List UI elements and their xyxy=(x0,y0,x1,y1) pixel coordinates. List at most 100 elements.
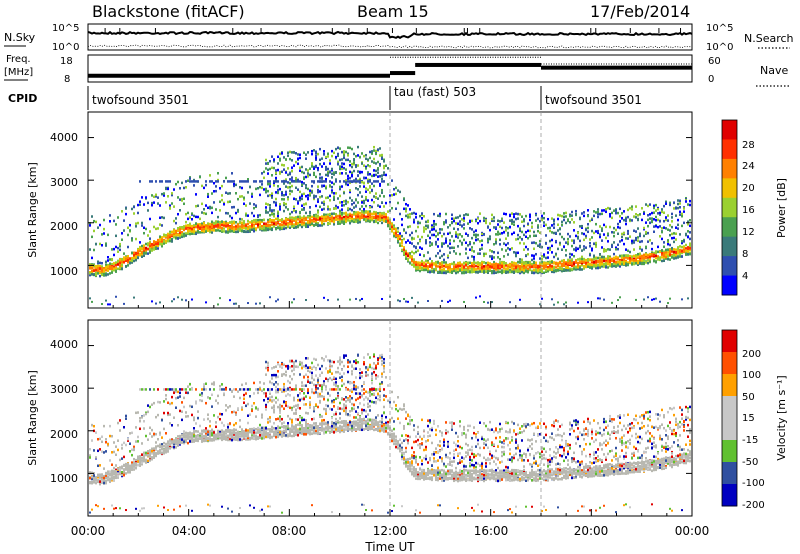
scatter-cell xyxy=(657,218,659,222)
scatter-cell xyxy=(419,264,421,267)
scatter-cell xyxy=(193,228,195,232)
scatter-cell xyxy=(389,194,391,197)
scatter-cell xyxy=(109,471,111,475)
scatter-cell xyxy=(259,227,261,230)
scatter-cell xyxy=(107,267,109,270)
scatter-cell xyxy=(295,160,297,164)
scatter-cell xyxy=(265,187,267,191)
scatter-cell xyxy=(367,158,369,161)
scatter-cell xyxy=(183,202,185,206)
scatter-cell xyxy=(295,177,297,180)
scatter-cell xyxy=(607,266,609,269)
scatter-cell xyxy=(455,263,457,267)
scatter-cell xyxy=(639,257,641,260)
scatter-cell xyxy=(169,204,171,207)
scatter-cell xyxy=(565,268,567,272)
scatter-cell xyxy=(185,232,187,235)
scatter-cell xyxy=(331,189,333,192)
scatter-cell xyxy=(557,268,559,272)
scatter-cell xyxy=(103,451,105,454)
scatter-cell xyxy=(447,263,449,267)
scatter-cell xyxy=(611,259,613,263)
scatter-cell xyxy=(353,180,355,183)
scatter-cell xyxy=(185,186,187,189)
scatter-cell xyxy=(131,431,133,435)
scatter-cell xyxy=(367,199,369,202)
scatter-cell xyxy=(195,231,197,235)
scatter-cell xyxy=(337,218,339,221)
scatter-cell xyxy=(171,233,173,236)
scatter-cell xyxy=(197,224,199,228)
scatter-cell xyxy=(469,220,471,224)
scatter-cell xyxy=(353,201,355,205)
scatter-cell xyxy=(345,202,347,206)
scatter-cell xyxy=(379,205,381,208)
scatter-cell xyxy=(351,219,353,223)
scatter-cell xyxy=(233,302,235,305)
scatter-cell xyxy=(575,212,577,216)
scatter-cell xyxy=(673,236,675,240)
scatter-cell xyxy=(599,252,601,256)
scatter-cell xyxy=(267,220,269,224)
scatter-cell xyxy=(321,185,323,188)
scatter-cell xyxy=(673,201,675,204)
scatter-cell xyxy=(343,218,345,221)
scatter-cell xyxy=(357,170,359,173)
cpid-segment-3: twofsound 3501 xyxy=(545,93,642,107)
scatter-cell xyxy=(301,223,303,226)
scatter-cell xyxy=(639,213,641,216)
scatter-cell xyxy=(473,266,475,270)
scatter-cell xyxy=(581,260,583,263)
scatter-cell xyxy=(127,468,129,472)
scatter-cell xyxy=(149,240,151,244)
scatter-cell xyxy=(535,263,537,266)
scatter-cell xyxy=(221,222,223,225)
scatter-cell xyxy=(293,298,295,301)
scatter-cell xyxy=(445,221,447,224)
scatter-cell xyxy=(515,263,517,267)
scatter-cell xyxy=(603,233,605,236)
scatter-cell xyxy=(617,211,619,215)
scatter-cell xyxy=(499,220,501,223)
scatter-cell xyxy=(345,168,347,171)
scatter-cell xyxy=(303,171,305,175)
scatter-cell xyxy=(411,212,413,215)
scatter-cell xyxy=(149,249,151,252)
scatter-cell xyxy=(89,447,91,451)
scatter-cell xyxy=(243,220,245,223)
scatter-cell xyxy=(331,185,333,189)
scatter-cell xyxy=(349,160,351,163)
scatter-cell xyxy=(509,263,511,267)
scatter-cell xyxy=(509,214,511,218)
scatter-cell xyxy=(365,176,367,180)
scatter-cell xyxy=(453,250,455,253)
scatter-cell xyxy=(337,215,339,218)
scatter-cell xyxy=(247,191,249,194)
scatter-cell xyxy=(221,198,223,202)
power-ylabel: Slant Range [km] xyxy=(26,162,39,258)
scatter-cell xyxy=(615,260,617,264)
scatter-cell xyxy=(205,204,207,207)
scatter-cell xyxy=(459,252,461,256)
scatter-cell xyxy=(533,257,535,260)
scatter-cell xyxy=(425,239,427,242)
scatter-cell xyxy=(561,262,563,266)
scatter-cell xyxy=(121,470,123,474)
scatter-cell xyxy=(261,229,263,232)
scatter-cell xyxy=(271,192,273,195)
scatter-cell xyxy=(153,195,155,199)
freq-left-tick-top: 18 xyxy=(60,56,73,67)
scatter-cell xyxy=(501,248,503,251)
scatter-cell xyxy=(569,214,571,218)
scatter-cell xyxy=(133,253,135,257)
scatter-cell xyxy=(549,262,551,265)
scatter-cell xyxy=(133,251,135,255)
scatter-cell xyxy=(237,227,239,231)
scatter-cell xyxy=(651,298,653,301)
scatter-cell xyxy=(173,188,175,191)
scatter-cell xyxy=(311,149,313,153)
scatter-cell xyxy=(365,167,367,170)
scatter-cell xyxy=(467,222,469,225)
scatter-cell xyxy=(451,217,453,220)
scatter-cell xyxy=(637,214,639,217)
